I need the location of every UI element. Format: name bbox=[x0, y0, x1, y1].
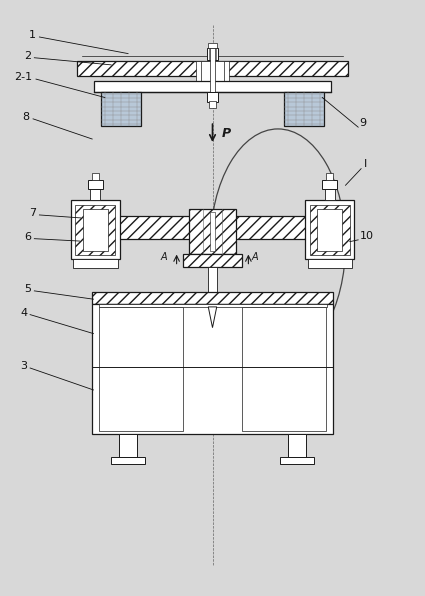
Bar bbox=[111, 457, 145, 464]
Bar bbox=[101, 92, 141, 126]
Bar bbox=[242, 307, 326, 432]
Bar bbox=[83, 209, 108, 250]
Text: 6: 6 bbox=[25, 232, 31, 242]
Bar bbox=[210, 212, 215, 250]
Text: 9: 9 bbox=[360, 118, 366, 128]
Text: I: I bbox=[364, 160, 367, 169]
Bar bbox=[99, 304, 326, 308]
Text: 5: 5 bbox=[25, 284, 31, 294]
Bar bbox=[183, 253, 242, 266]
Text: 4: 4 bbox=[20, 308, 28, 318]
Bar bbox=[209, 101, 216, 108]
Bar bbox=[325, 187, 335, 200]
Bar bbox=[99, 307, 183, 432]
Bar bbox=[94, 81, 331, 92]
Bar bbox=[288, 434, 306, 457]
Bar bbox=[88, 180, 103, 190]
Text: 10: 10 bbox=[360, 231, 374, 241]
Text: 1: 1 bbox=[29, 30, 36, 40]
Bar bbox=[196, 61, 230, 85]
Bar bbox=[208, 266, 217, 307]
Bar bbox=[90, 187, 100, 200]
Bar bbox=[280, 457, 314, 464]
Bar bbox=[71, 200, 119, 259]
Bar bbox=[306, 200, 354, 259]
Bar bbox=[208, 43, 217, 48]
Text: A: A bbox=[161, 252, 167, 262]
Bar bbox=[284, 92, 324, 126]
Bar bbox=[322, 180, 337, 190]
Text: 7: 7 bbox=[29, 208, 36, 218]
Bar bbox=[210, 48, 215, 92]
Bar bbox=[75, 205, 116, 254]
Bar bbox=[308, 259, 352, 268]
Text: 3: 3 bbox=[20, 361, 27, 371]
Polygon shape bbox=[208, 307, 217, 328]
Text: P: P bbox=[222, 126, 231, 139]
Bar bbox=[92, 304, 333, 434]
Bar bbox=[326, 173, 333, 180]
Text: A: A bbox=[252, 252, 258, 262]
Bar bbox=[92, 292, 333, 304]
Text: 8: 8 bbox=[23, 112, 30, 122]
Bar bbox=[77, 61, 348, 76]
Bar bbox=[309, 205, 350, 254]
Text: 2-1: 2-1 bbox=[14, 72, 32, 82]
Bar bbox=[116, 216, 309, 238]
Bar bbox=[317, 209, 342, 250]
Bar bbox=[92, 173, 99, 180]
Text: 2: 2 bbox=[25, 51, 32, 61]
Bar bbox=[189, 209, 236, 253]
Bar bbox=[201, 61, 224, 89]
Bar bbox=[119, 434, 137, 457]
Bar bbox=[207, 92, 218, 103]
Bar bbox=[207, 48, 218, 60]
Bar bbox=[73, 259, 117, 268]
